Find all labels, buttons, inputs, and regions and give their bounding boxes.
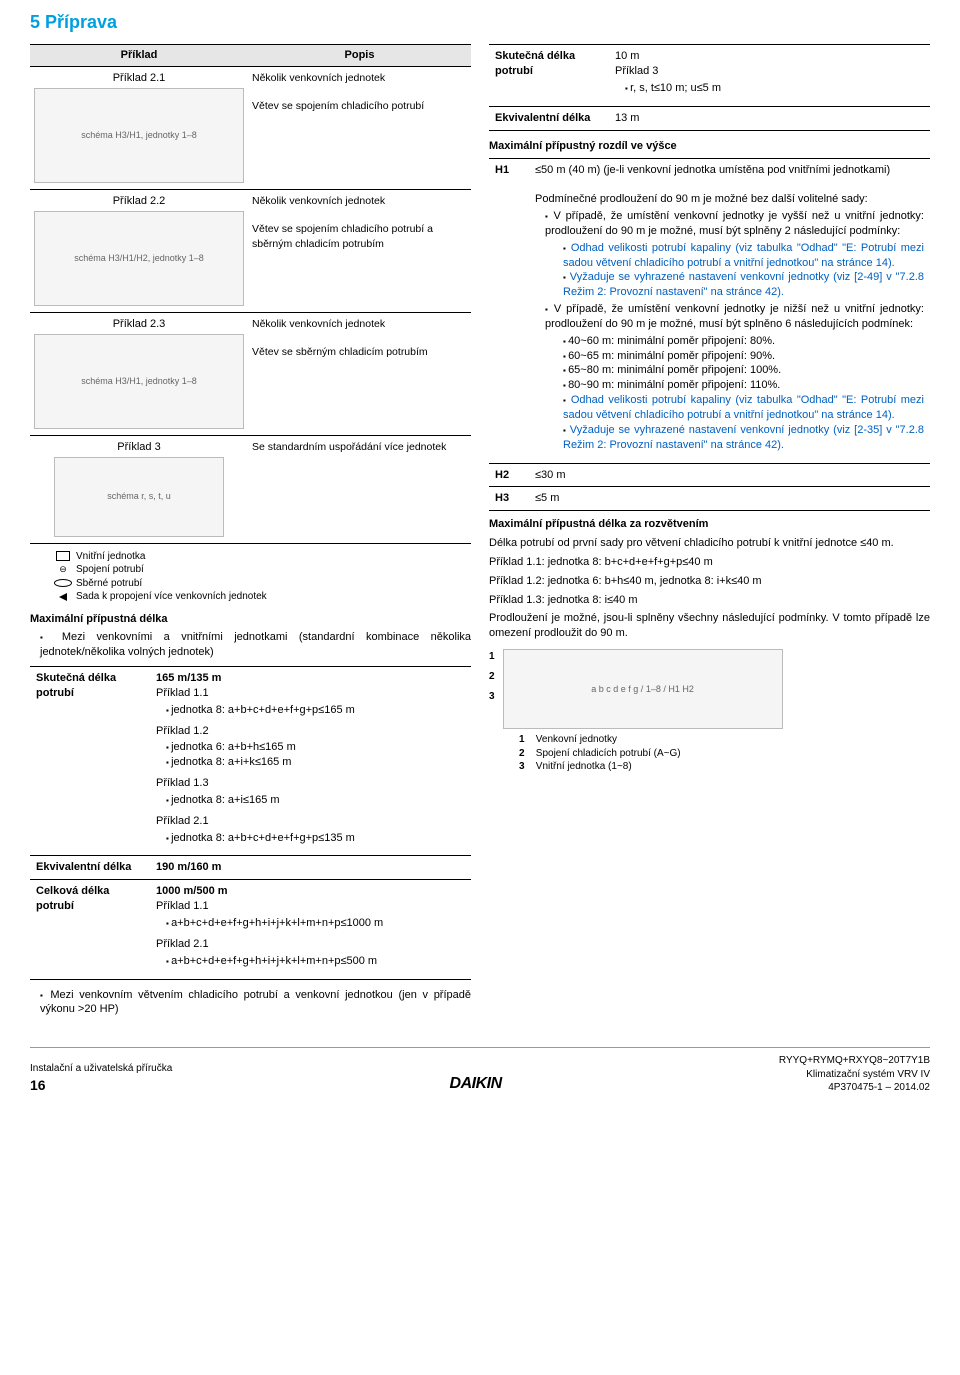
sub-bullet: 80~90 m: minimální poměr připojení: 110%… [563, 378, 924, 393]
sub-bullet: 65~80 m: minimální poměr připojení: 100%… [563, 363, 924, 378]
desc-line: Několik venkovních jednotek [252, 194, 467, 208]
ex-label: Příklad 1.2 [156, 725, 209, 737]
ex-line: Příklad 1.3: jednotka 8: i≤40 m [489, 593, 930, 608]
item: jednotka 8: a+i+k≤165 m [166, 755, 465, 770]
sub-bullet: Odhad velikosti potrubí kapaliny (viz ta… [563, 393, 924, 423]
fig-legend: 1 Venkovní jednotky 2 Spojení chladicích… [519, 733, 930, 774]
footer-doc-title: Instalační a uživatelská příručka [30, 1062, 172, 1076]
height-diff-heading: Maximální přípustný rozdíl ve výšce [489, 139, 930, 154]
page-footer: Instalační a uživatelská příručka 16 DAI… [30, 1047, 930, 1095]
label: Ekvivalentní délka [489, 106, 609, 130]
h1-label: H1 [489, 158, 529, 463]
desc-line: Se standardním uspořádání více jednotek [252, 440, 467, 454]
page-number: 16 [30, 1076, 172, 1095]
symbol-legend: Vnitřní jednotka ⊖Spojení potrubí Sběrné… [50, 550, 471, 604]
value: 190 m/160 m [156, 861, 221, 873]
ex-label: Příklad 2.1 [156, 938, 209, 950]
wiring-diagram: schéma H3/H1, jednotky 1–8 [34, 88, 244, 183]
ex-label: Příklad 1.1 [156, 900, 209, 912]
item: jednotka 8: a+b+c+d+e+f+g+p≤165 m [166, 703, 465, 718]
cond-head: Podmínečné prodloužení do 90 m je možné … [535, 192, 924, 207]
bullet: Mezi venkovním větvením chladicího potru… [40, 988, 471, 1018]
right-column: Skutečná délka potrubí 10 m Příklad 3 r,… [489, 44, 930, 1023]
sub-bullet: 40~60 m: minimální poměr připojení: 80%. [563, 334, 924, 349]
h1-text: ≤50 m (40 m) (je-li venkovní jednotka um… [535, 163, 924, 178]
value: 13 m [609, 106, 930, 130]
label: Skutečná délka potrubí [489, 45, 609, 107]
ex-line: Příklad 1.1: jednotka 8: b+c+d+e+f+g+p≤4… [489, 555, 930, 570]
brand-logo: DAIKIN [450, 1073, 502, 1095]
bullet: V případě, že umístění venkovní jednotky… [545, 302, 924, 452]
max-after-branch-heading: Maximální přípustná délka za rozvětvením [489, 517, 930, 532]
row-title: Příklad 2.1 [34, 71, 244, 86]
examples-table: Příklad Popis Příklad 2.1 schéma H3/H1, … [30, 44, 471, 543]
h2-val: ≤30 m [529, 463, 930, 487]
value: 1000 m/500 m [156, 885, 228, 897]
paragraph: Délka potrubí od první sady pro větvení … [489, 536, 930, 551]
value: 165 m/135 m [156, 672, 221, 684]
wiring-diagram: schéma r, s, t, u [54, 457, 224, 537]
footer-system: Klimatizační systém VRV IV [779, 1068, 930, 1082]
sub-bullet: Vyžaduje se vyhrazené nastavení venkovní… [563, 270, 924, 300]
value: Příklad 3 [615, 65, 658, 77]
wiring-diagram: schéma H3/H1, jednotky 1–8 [34, 334, 244, 429]
item: jednotka 6: a+b+h≤165 m [166, 740, 465, 755]
section-heading: 5 Příprava [30, 10, 930, 34]
th-desc: Popis [248, 45, 471, 67]
row-title: Příklad 2.2 [34, 194, 244, 209]
ex-label: Příklad 1.3 [156, 777, 209, 789]
h-table: H1 ≤50 m (40 m) (je-li venkovní jednotka… [489, 158, 930, 512]
desc-line: Větev se sběrným chladicím potrubím [252, 345, 467, 359]
sub-bullet: 60~65 m: minimální poměr připojení: 90%. [563, 349, 924, 364]
desc-line: Několik venkovních jednotek [252, 317, 467, 331]
bullet: V případě, že umístění venkovní jednotky… [545, 209, 924, 300]
h3-val: ≤5 m [529, 487, 930, 511]
item: a+b+c+d+e+f+g+h+i+j+k+l+m+n+p≤500 m [166, 954, 465, 969]
sub-bullet: Vyžaduje se vyhrazené nastavení venkovní… [563, 423, 924, 453]
label: Ekvivalentní délka [30, 856, 150, 880]
label: Celková délka potrubí [30, 880, 150, 979]
paragraph: Prodloužení je možné, jsou-li splněny vš… [489, 611, 930, 641]
desc-line: Několik venkovních jednotek [252, 71, 467, 85]
row-title: Příklad 3 [34, 440, 244, 455]
desc-line: Větev se spojením chladicího potrubí a s… [252, 222, 467, 250]
footer-model: RYYQ+RYMQ+RXYQ8~20T7Y1B [779, 1054, 930, 1068]
row-title: Příklad 2.3 [34, 317, 244, 332]
max-length-heading: Maximální přípustná délka [30, 612, 471, 627]
bullet: Mezi venkovními a vnitřními jednotkami (… [40, 630, 471, 660]
wiring-diagram: schéma H3/H1/H2, jednotky 1–8 [34, 211, 244, 306]
length-table: Skutečná délka potrubí 165 m/135 m Příkl… [30, 666, 471, 980]
ex-line: Příklad 1.2: jednotka 6: b+h≤40 m, jedno… [489, 574, 930, 589]
branch-diagram: a b c d e f g / 1–8 / H1 H2 [503, 649, 783, 729]
label: Skutečná délka potrubí [30, 667, 150, 856]
right-top-table: Skutečná délka potrubí 10 m Příklad 3 r,… [489, 44, 930, 130]
item: r, s, t≤10 m; u≤5 m [625, 81, 924, 96]
item: jednotka 8: a+b+c+d+e+f+g+p≤135 m [166, 831, 465, 846]
left-column: Příklad Popis Příklad 2.1 schéma H3/H1, … [30, 44, 471, 1023]
value: 10 m [615, 50, 639, 62]
ex-label: Příklad 2.1 [156, 815, 209, 827]
sub-bullet: Odhad velikosti potrubí kapaliny (viz ta… [563, 241, 924, 271]
h2-label: H2 [489, 463, 529, 487]
h3-label: H3 [489, 487, 529, 511]
footer-docnum: 4P370475-1 – 2014.02 [779, 1081, 930, 1095]
item: a+b+c+d+e+f+g+h+i+j+k+l+m+n+p≤1000 m [166, 916, 465, 931]
ex-label: Příklad 1.1 [156, 687, 209, 699]
desc-line: Větev se spojením chladicího potrubí [252, 99, 467, 113]
item: jednotka 8: a+i≤165 m [166, 793, 465, 808]
th-example: Příklad [30, 45, 248, 67]
